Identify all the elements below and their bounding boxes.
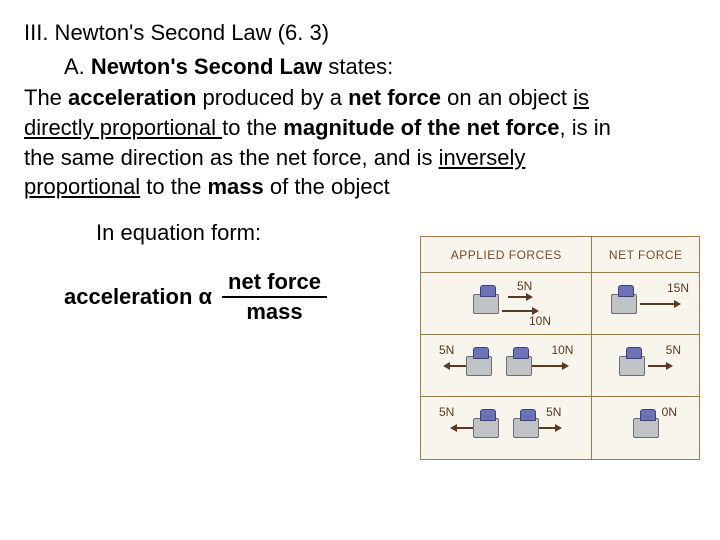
sub-states: states: [328, 54, 393, 79]
row1-net-group [611, 294, 681, 314]
t4: net force [348, 85, 441, 110]
arrow-icon [450, 424, 473, 432]
block-icon [473, 418, 499, 438]
t2: acceleration [68, 85, 196, 110]
block-icon [619, 356, 645, 376]
row2-net-group [619, 356, 673, 376]
row3-net-label: 0N [662, 405, 677, 419]
block-icon [633, 418, 659, 438]
header-net: NET FORCE [592, 237, 699, 273]
row1-right: 15N [592, 273, 699, 334]
diagram-row-1: 5N 10N 15N [421, 273, 699, 335]
arrow-icon [648, 362, 673, 370]
heading-text: III. Newton's Second Law [24, 20, 278, 45]
block-icon [513, 418, 539, 438]
arrow-icon [443, 362, 466, 370]
row2-pair [443, 356, 569, 376]
fraction-bar [222, 296, 327, 298]
row1-block-group [473, 293, 539, 315]
row3-right: 0N [592, 397, 699, 459]
row2-label-10n: 10N [551, 343, 573, 357]
arrow-icon [539, 424, 562, 432]
row3-left: 5N 5N [421, 397, 592, 459]
block-icon [611, 294, 637, 314]
arrow-icon [508, 293, 533, 301]
sub-bold: Newton's Second Law [91, 54, 329, 79]
row2-left: 5N 10N [421, 335, 592, 396]
row1-label-5n: 5N [517, 279, 532, 293]
sub-a: A. [64, 54, 91, 79]
header-applied: APPLIED FORCES [421, 237, 592, 273]
equation-denominator: mass [240, 300, 308, 324]
row1-left: 5N 10N [421, 273, 592, 334]
heading-chapter: (6. 3) [278, 20, 329, 45]
diagram-header: APPLIED FORCES NET FORCE [421, 237, 699, 273]
diagram-row-2: 5N 10N 5N [421, 335, 699, 397]
arrow-icon [532, 362, 569, 370]
row2-label-5n: 5N [439, 343, 454, 357]
row1-net-label: 15N [667, 281, 689, 295]
row2-net-label: 5N [666, 343, 681, 357]
t11: to the [140, 174, 207, 199]
row2-right: 5N [592, 335, 699, 396]
block-icon [466, 356, 492, 376]
slide: III. Newton's Second Law (6. 3) A. Newto… [0, 0, 720, 540]
equation-left: acceleration α [64, 284, 212, 310]
t13: of the object [264, 174, 390, 199]
row1-label-10n: 10N [529, 314, 551, 328]
row3-label-5n-b: 5N [546, 405, 561, 419]
t3: produced by a [196, 85, 348, 110]
equation-fraction: net force mass [222, 270, 327, 324]
diagram-row-3: 5N 5N 0N [421, 397, 699, 459]
block-icon [506, 356, 532, 376]
t5: on an object [441, 85, 573, 110]
row1-arrows [502, 293, 539, 315]
row3-pair [450, 418, 562, 438]
arrow-icon [640, 300, 681, 308]
t8: magnitude of the net force [283, 115, 559, 140]
row3-label-5n-a: 5N [439, 405, 454, 419]
equation-numerator: net force [222, 270, 327, 294]
law-body: The acceleration produced by a net force… [24, 83, 624, 202]
heading: III. Newton's Second Law (6. 3) [24, 18, 696, 48]
t7: to the [222, 115, 283, 140]
block-icon [473, 294, 499, 314]
t12: mass [207, 174, 263, 199]
subheading: A. Newton's Second Law states: [24, 52, 696, 82]
t1: The [24, 85, 68, 110]
forces-diagram: APPLIED FORCES NET FORCE 5N 10N [420, 236, 700, 460]
